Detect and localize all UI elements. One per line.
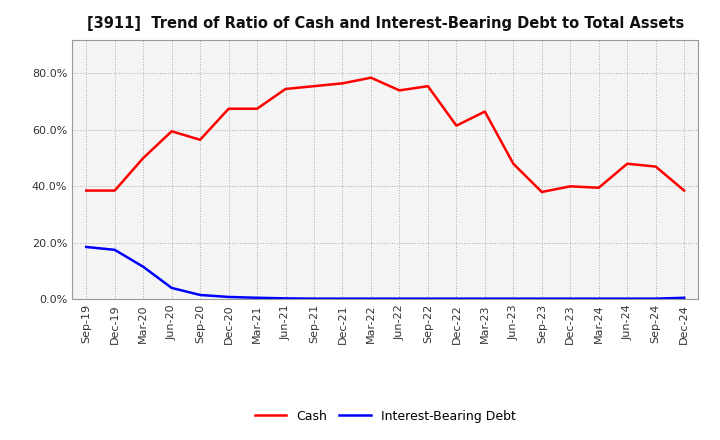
Interest-Bearing Debt xyxy=(509,296,518,301)
Interest-Bearing Debt xyxy=(282,296,290,301)
Interest-Bearing Debt xyxy=(167,285,176,290)
Interest-Bearing Debt xyxy=(225,294,233,300)
Cash xyxy=(196,137,204,143)
Cash xyxy=(537,189,546,194)
Interest-Bearing Debt xyxy=(395,296,404,301)
Cash xyxy=(623,161,631,166)
Interest-Bearing Debt xyxy=(82,244,91,249)
Cash xyxy=(423,84,432,89)
Cash xyxy=(82,188,91,193)
Interest-Bearing Debt xyxy=(566,296,575,301)
Interest-Bearing Debt xyxy=(595,296,603,301)
Cash xyxy=(167,128,176,134)
Cash xyxy=(225,106,233,111)
Cash xyxy=(253,106,261,111)
Cash xyxy=(509,161,518,166)
Interest-Bearing Debt xyxy=(623,296,631,301)
Interest-Bearing Debt xyxy=(480,296,489,301)
Interest-Bearing Debt xyxy=(310,296,318,301)
Interest-Bearing Debt xyxy=(680,295,688,301)
Interest-Bearing Debt xyxy=(366,296,375,301)
Cash xyxy=(395,88,404,93)
Interest-Bearing Debt xyxy=(452,296,461,301)
Line: Cash: Cash xyxy=(86,78,684,192)
Cash xyxy=(652,164,660,169)
Cash xyxy=(338,81,347,86)
Legend: Cash, Interest-Bearing Debt: Cash, Interest-Bearing Debt xyxy=(250,405,521,428)
Cash xyxy=(310,84,318,89)
Cash xyxy=(139,155,148,161)
Cash xyxy=(282,86,290,92)
Cash xyxy=(110,188,119,193)
Interest-Bearing Debt xyxy=(110,247,119,253)
Cash xyxy=(480,109,489,114)
Interest-Bearing Debt xyxy=(537,296,546,301)
Interest-Bearing Debt xyxy=(652,296,660,301)
Cash xyxy=(680,188,688,193)
Title: [3911]  Trend of Ratio of Cash and Interest-Bearing Debt to Total Assets: [3911] Trend of Ratio of Cash and Intere… xyxy=(86,16,684,32)
Interest-Bearing Debt xyxy=(253,295,261,301)
Cash xyxy=(366,75,375,81)
Interest-Bearing Debt xyxy=(139,264,148,269)
Interest-Bearing Debt xyxy=(338,296,347,301)
Cash xyxy=(595,185,603,191)
Interest-Bearing Debt xyxy=(423,296,432,301)
Cash xyxy=(452,123,461,128)
Line: Interest-Bearing Debt: Interest-Bearing Debt xyxy=(86,247,684,299)
Cash xyxy=(566,183,575,189)
Interest-Bearing Debt xyxy=(196,292,204,297)
